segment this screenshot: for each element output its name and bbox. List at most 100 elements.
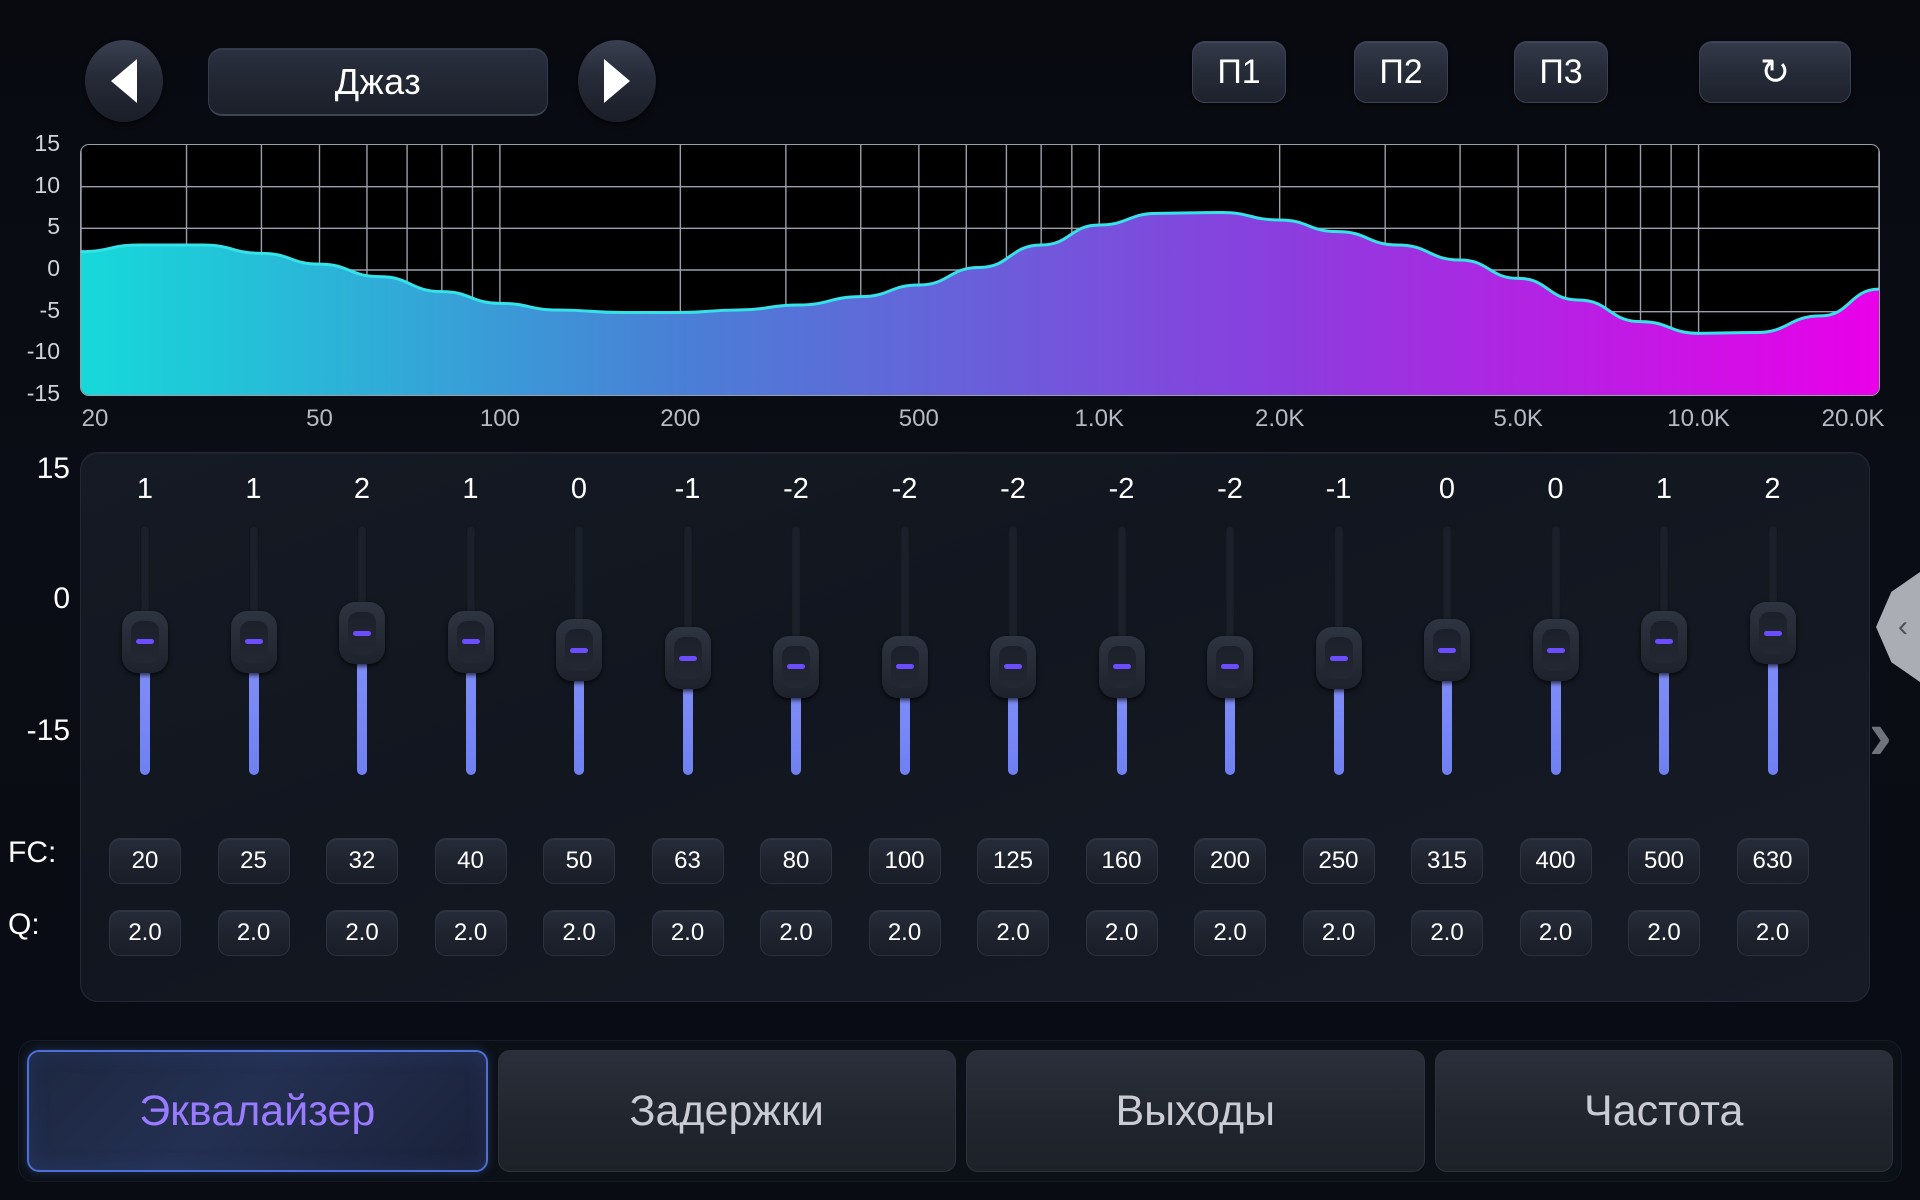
- slider-thumb-dash-icon: [570, 647, 588, 653]
- band-fc-field[interactable]: 630: [1736, 838, 1809, 884]
- band-gain-value: 1: [136, 473, 154, 505]
- band-gain-slider[interactable]: [1641, 525, 1687, 775]
- band-fc-field[interactable]: 80: [760, 838, 832, 884]
- band-fc-field[interactable]: 32: [326, 838, 398, 884]
- preset-toolbar: Джаз П1 П2 П3 ↻: [0, 0, 1920, 122]
- slider-thumb-inner: [673, 637, 702, 680]
- band-gain-slider[interactable]: [664, 525, 711, 775]
- band-fc-field[interactable]: 50: [543, 838, 615, 884]
- band-q-field[interactable]: 2.0: [1411, 910, 1483, 956]
- slider-thumb[interactable]: [881, 635, 928, 698]
- band-gain-slider[interactable]: [1424, 525, 1470, 775]
- slider-thumb[interactable]: [1749, 602, 1796, 665]
- graph-plot-area[interactable]: [80, 144, 1880, 396]
- slider-thumb-dash-icon: [787, 664, 805, 670]
- slider-thumb[interactable]: [1424, 619, 1470, 681]
- slider-thumb-dash-icon: [244, 639, 263, 645]
- tab-delays[interactable]: Задержки: [497, 1050, 956, 1172]
- band-gain-slider[interactable]: [339, 525, 385, 775]
- band-q-field[interactable]: 2.0: [434, 910, 507, 956]
- band-q-field[interactable]: 2.0: [1194, 910, 1266, 956]
- band-fc-field[interactable]: 40: [434, 838, 507, 884]
- preset-slot-3-button[interactable]: П3: [1514, 41, 1608, 103]
- slider-thumb[interactable]: [230, 610, 277, 673]
- slider-thumb-inner: [890, 645, 919, 688]
- slider-thumb[interactable]: [1098, 635, 1145, 698]
- slider-thumb[interactable]: [447, 610, 494, 673]
- slider-thumb[interactable]: [1641, 610, 1687, 673]
- band-q-field[interactable]: 2.0: [1736, 910, 1809, 956]
- band-fc-field[interactable]: 500: [1628, 838, 1700, 884]
- eq-band: 0 400 2.0: [1510, 453, 1602, 1003]
- eq-band: -2 100 2.0: [859, 453, 951, 1003]
- band-gain-slider[interactable]: [1315, 525, 1362, 775]
- band-fc-field[interactable]: 125: [977, 838, 1049, 884]
- band-fc-field[interactable]: 200: [1194, 838, 1266, 884]
- slider-thumb[interactable]: [990, 635, 1036, 698]
- band-gain-value: 0: [1547, 473, 1564, 505]
- band-q-field[interactable]: 2.0: [1085, 910, 1158, 956]
- band-gain-slider[interactable]: [881, 525, 928, 775]
- eq-band: -2 160 2.0: [1076, 453, 1168, 1003]
- slider-thumb-inner: [1324, 637, 1353, 680]
- band-fc-field[interactable]: 400: [1519, 838, 1592, 884]
- slider-thumb-dash-icon: [1329, 655, 1348, 661]
- band-q-field[interactable]: 2.0: [977, 910, 1049, 956]
- band-q-field[interactable]: 2.0: [868, 910, 941, 956]
- next-preset-button[interactable]: [578, 40, 656, 122]
- slider-thumb[interactable]: [339, 602, 385, 665]
- band-q-field[interactable]: 2.0: [760, 910, 832, 956]
- next-page-chevron-icon[interactable]: ›: [1868, 696, 1892, 774]
- band-fc-field[interactable]: 250: [1302, 838, 1375, 884]
- band-gain-slider[interactable]: [1098, 525, 1145, 775]
- band-gain-slider[interactable]: [1749, 525, 1796, 775]
- band-gain-slider[interactable]: [1532, 525, 1579, 775]
- band-fc-field[interactable]: 20: [109, 838, 181, 884]
- band-fc-field[interactable]: 100: [868, 838, 941, 884]
- slider-thumb-inner: [348, 612, 376, 655]
- band-q-field[interactable]: 2.0: [1628, 910, 1700, 956]
- band-q-field[interactable]: 2.0: [109, 910, 181, 956]
- slider-thumb[interactable]: [122, 610, 168, 673]
- band-gain-value: 2: [353, 473, 371, 505]
- drawer-handle[interactable]: ‹: [1876, 572, 1920, 682]
- band-q-field[interactable]: 2.0: [1519, 910, 1592, 956]
- slider-thumb[interactable]: [556, 619, 602, 681]
- preset-name-field[interactable]: Джаз: [208, 48, 548, 116]
- band-q-field[interactable]: 2.0: [543, 910, 615, 956]
- slider-thumb-dash-icon: [461, 639, 480, 645]
- band-q-field[interactable]: 2.0: [326, 910, 398, 956]
- tab-equalizer[interactable]: Эквалайзер: [27, 1050, 488, 1172]
- band-gain-slider[interactable]: [773, 525, 819, 775]
- preset-slot-1-button[interactable]: П1: [1192, 41, 1286, 103]
- band-q-field[interactable]: 2.0: [1302, 910, 1375, 956]
- eq-band: 2 630 2.0: [1727, 453, 1819, 1003]
- preset-slot-2-button[interactable]: П2: [1354, 41, 1448, 103]
- slider-track-fill: [682, 684, 693, 775]
- band-gain-slider[interactable]: [447, 525, 494, 775]
- slider-thumb[interactable]: [1207, 635, 1253, 698]
- eq-band: 1 25 2.0: [208, 453, 300, 1003]
- prev-preset-button[interactable]: [85, 40, 163, 122]
- band-gain-value: -1: [1325, 473, 1352, 505]
- band-q-field[interactable]: 2.0: [217, 910, 290, 956]
- band-fc-field[interactable]: 63: [651, 838, 724, 884]
- slider-thumb[interactable]: [1315, 627, 1362, 690]
- band-q-field[interactable]: 2.0: [651, 910, 724, 956]
- slider-thumb[interactable]: [1532, 619, 1579, 681]
- tab-outputs[interactable]: Выходы: [966, 1050, 1425, 1172]
- band-gain-slider[interactable]: [1207, 525, 1253, 775]
- band-gain-value: -2: [1217, 473, 1243, 505]
- slider-thumb[interactable]: [664, 627, 711, 690]
- tab-frequency[interactable]: Частота: [1434, 1050, 1893, 1172]
- slider-thumb[interactable]: [773, 635, 819, 698]
- band-gain-slider[interactable]: [556, 525, 602, 775]
- band-fc-field[interactable]: 315: [1411, 838, 1483, 884]
- reset-button[interactable]: ↻: [1699, 41, 1851, 103]
- band-fc-field[interactable]: 160: [1085, 838, 1158, 884]
- band-gain-slider[interactable]: [990, 525, 1036, 775]
- band-gain-slider[interactable]: [230, 525, 277, 775]
- band-gain-slider[interactable]: [122, 525, 168, 775]
- band-fc-field[interactable]: 25: [217, 838, 290, 884]
- graph-x-tick: 100: [479, 405, 520, 432]
